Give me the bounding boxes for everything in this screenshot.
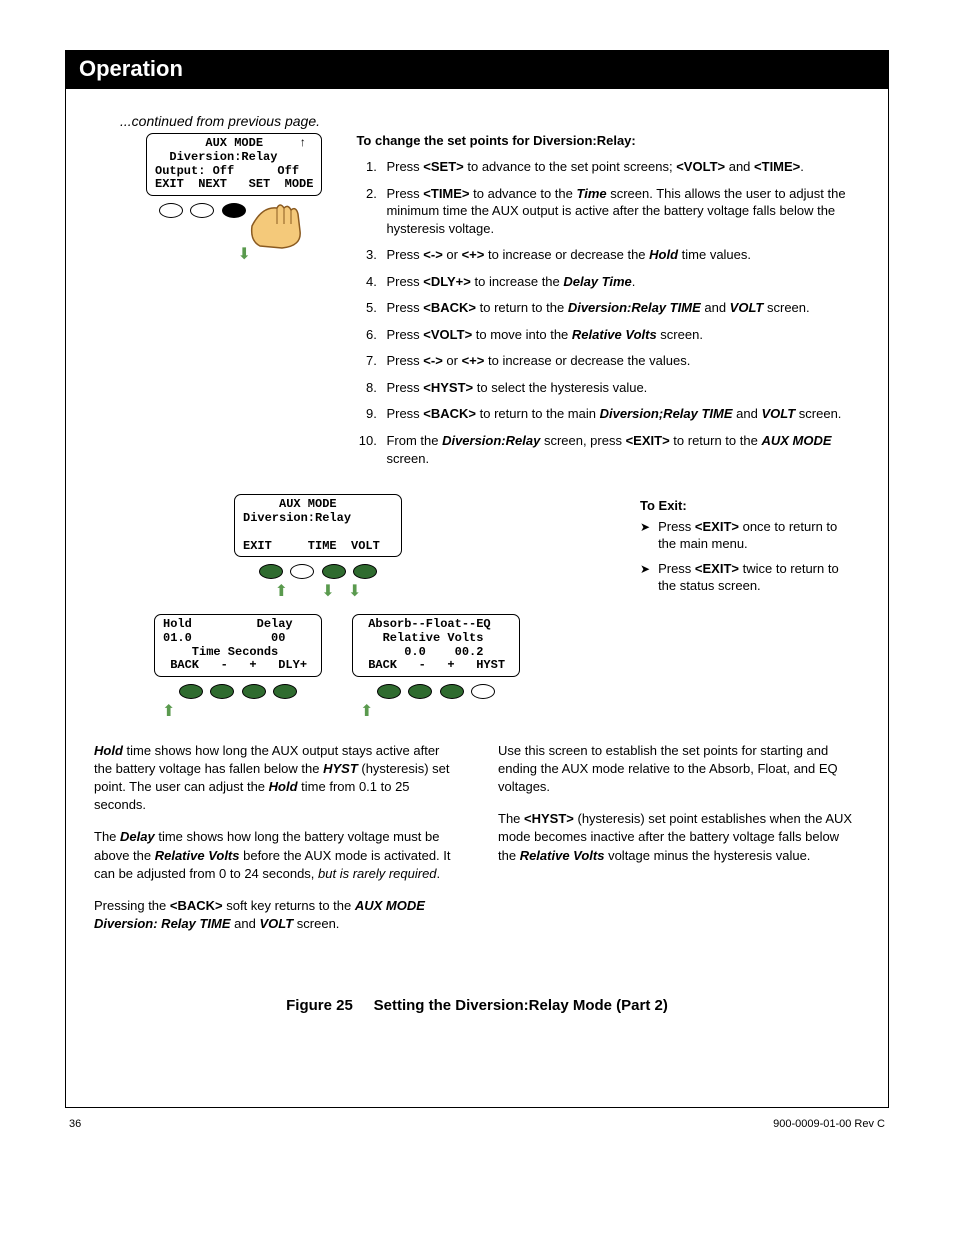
lcd-line: 0.0 00.2 [361,645,483,659]
left-column-text: Hold time shows how long the AUX output … [94,742,456,948]
steps-list: Press <SET> to advance to the set point … [356,158,860,467]
instructions-title: To change the set points for Diversion:R… [356,133,860,148]
exit-instructions: To Exit: ➤Press <EXIT> once to return to… [640,498,850,603]
step: Press <BACK> to return to the main Diver… [380,405,860,423]
lcd-line: BACK - + DLY+ [163,658,307,672]
step: Press <BACK> to return to the Diversion:… [380,299,860,317]
lcd-line: 01.0 00 [163,631,285,645]
lcd-mid: AUX MODE Diversion:Relay EXIT TIME VOLT [234,494,402,557]
lcd-top-buttons [146,202,322,254]
down-arrow-icon: ⬇ [348,584,361,600]
step: Press <TIME> to advance to the Time scre… [380,185,860,238]
lcd-line: AUX MODE ↑ [155,136,306,150]
instructions-block: To change the set points for Diversion:R… [356,133,860,476]
up-arrow-icon: ⬆ [360,704,373,720]
pointing-hand-icon [242,196,312,254]
lcd-volt-buttons [352,683,520,699]
softkey-icon [290,564,314,579]
figure-caption: Figure 25 Setting the Diversion:Relay Mo… [94,997,860,1014]
lcd-line: Absorb--Float--EQ [361,617,491,631]
lcd-line: BACK - + HYST [361,658,505,672]
down-arrow-icon: ⬇ [238,247,251,263]
section-header: Operation [65,50,889,88]
softkey-icon [377,684,401,699]
bullet-icon: ➤ [640,520,650,553]
softkey-icon [210,684,234,699]
lcd-volt-group: Absorb--Float--EQ Relative Volts 0.0 00.… [352,614,520,720]
lcd-line: EXIT NEXT SET MODE [155,177,313,191]
lcd-time: Hold Delay 01.0 00 Time Seconds BACK - +… [154,614,322,677]
softkey-icon [190,203,214,218]
softkey-icon [440,684,464,699]
exit-item: ➤Press <EXIT> twice to return to the sta… [640,561,850,595]
lcd-time-buttons [154,683,322,699]
lcd-line: Output: Off Off [155,164,299,178]
softkey-icon [242,684,266,699]
lcd-volt: Absorb--Float--EQ Relative Volts 0.0 00.… [352,614,520,677]
step: Press <-> or <+> to increase or decrease… [380,246,860,264]
exit-title: To Exit: [640,498,850,513]
softkey-icon [353,564,377,579]
softkey-icon [259,564,283,579]
content-frame: ...continued from previous page. AUX MOD… [65,88,889,1108]
doc-revision: 900-0009-01-00 Rev C [773,1118,885,1130]
step: Press <DLY+> to increase the Delay Time. [380,273,860,291]
down-arrow-icon: ⬇ [321,584,334,600]
right-column-text: Use this screen to establish the set poi… [498,742,860,948]
step: Press <VOLT> to move into the Relative V… [380,326,860,344]
up-arrow-icon: ⬆ [162,704,175,720]
exit-item: ➤Press <EXIT> once to return to the main… [640,519,850,553]
lcd-line [243,525,250,539]
lcd-line: Hold Delay [163,617,293,631]
lcd-line: AUX MODE [243,497,337,511]
step: From the Diversion:Relay screen, press <… [380,432,860,467]
lcd-line: Diversion:Relay [155,150,277,164]
lcd-top-group: AUX MODE ↑ Diversion:Relay Output: Off O… [146,133,322,263]
lcd-time-group: Hold Delay 01.0 00 Time Seconds BACK - +… [154,614,322,720]
step: Press <SET> to advance to the set point … [380,158,860,176]
page-footer: 36 900-0009-01-00 Rev C [65,1118,889,1130]
lcd-line: Relative Volts [361,631,483,645]
lcd-line: Time Seconds [163,645,278,659]
softkey-icon [322,564,346,579]
step: Press <-> or <+> to increase or decrease… [380,352,860,370]
lcd-mid-buttons [234,563,402,579]
softkey-icon [159,203,183,218]
continued-note: ...continued from previous page. [120,113,860,129]
page-number: 36 [69,1118,81,1130]
softkey-icon [408,684,432,699]
softkey-icon [471,684,495,699]
softkey-icon [179,684,203,699]
lcd-line: EXIT TIME VOLT [243,539,380,553]
bullet-icon: ➤ [640,562,650,595]
softkey-icon [273,684,297,699]
lcd-top: AUX MODE ↑ Diversion:Relay Output: Off O… [146,133,322,196]
up-arrow-icon: ⬆ [275,584,288,600]
step: Press <HYST> to select the hysteresis va… [380,379,860,397]
lcd-line: Diversion:Relay [243,511,351,525]
